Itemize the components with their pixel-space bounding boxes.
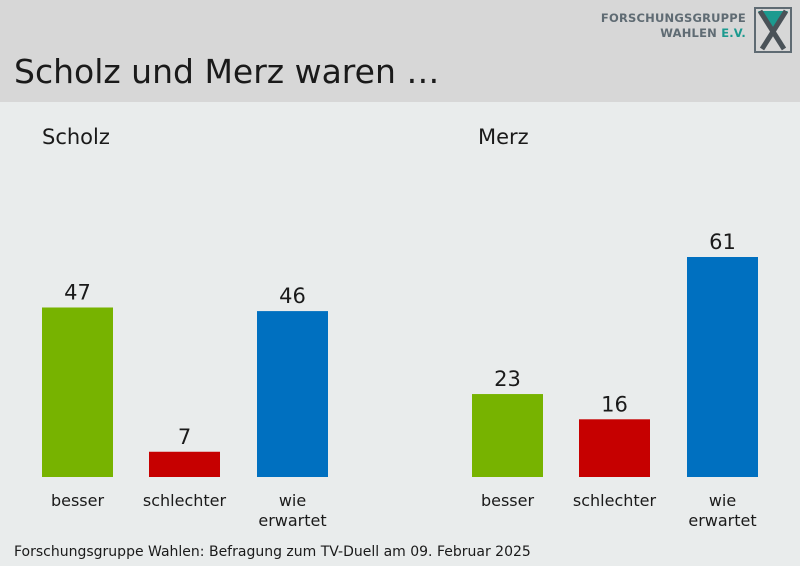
bar-scholz-wie-erwartet xyxy=(257,311,328,477)
category-label-scholz-schlechter: schlechter xyxy=(143,491,227,510)
category-label-merz-schlechter: schlechter xyxy=(573,491,657,510)
panel-title-merz: Merz xyxy=(478,125,529,149)
value-label-scholz-wie-erwartet: 46 xyxy=(279,284,306,308)
value-label-merz-besser: 23 xyxy=(494,367,521,391)
value-label-scholz-besser: 47 xyxy=(64,280,91,304)
bar-merz-schlechter xyxy=(579,419,650,477)
logo-line-2-main: WAHLEN xyxy=(660,26,717,40)
category-label-scholz-wie-erwartet-line1: wie xyxy=(279,491,306,510)
bar-merz-besser xyxy=(472,394,543,477)
logo-line-1: FORSCHUNGSGRUPPE xyxy=(600,11,746,25)
source-note: Forschungsgruppe Wahlen: Befragung zum T… xyxy=(14,544,531,560)
ballot-x-icon xyxy=(754,7,792,53)
bar-scholz-schlechter xyxy=(149,451,220,477)
category-label-scholz-wie-erwartet-line2: erwartet xyxy=(258,511,326,530)
bar-merz-wie-erwartet xyxy=(687,257,758,477)
logo-line-2-accent: E.V. xyxy=(721,26,746,40)
header-bar: Scholz und Merz waren … FORSCHUNGSGRUPPE… xyxy=(0,0,800,102)
logo-text: FORSCHUNGSGRUPPE WAHLEN E.V. xyxy=(601,11,746,41)
value-label-merz-wie-erwartet: 61 xyxy=(709,230,736,254)
chart-area: Scholz47besser7schlechter46wieerwartetMe… xyxy=(42,125,758,530)
category-label-merz-besser: besser xyxy=(481,491,535,510)
category-label-scholz-besser: besser xyxy=(51,491,105,510)
page-title: Scholz und Merz waren … xyxy=(14,52,440,91)
logo: FORSCHUNGSGRUPPE WAHLEN E.V. xyxy=(601,7,792,53)
bar-scholz-besser xyxy=(42,307,113,477)
value-label-merz-schlechter: 16 xyxy=(601,392,628,416)
panel-title-scholz: Scholz xyxy=(42,125,110,149)
category-label-merz-wie-erwartet-line2: erwartet xyxy=(688,511,756,530)
category-label-merz-wie-erwartet-line1: wie xyxy=(709,491,736,510)
value-label-scholz-schlechter: 7 xyxy=(178,425,191,449)
logo-line-2: WAHLEN E.V. xyxy=(601,26,746,41)
